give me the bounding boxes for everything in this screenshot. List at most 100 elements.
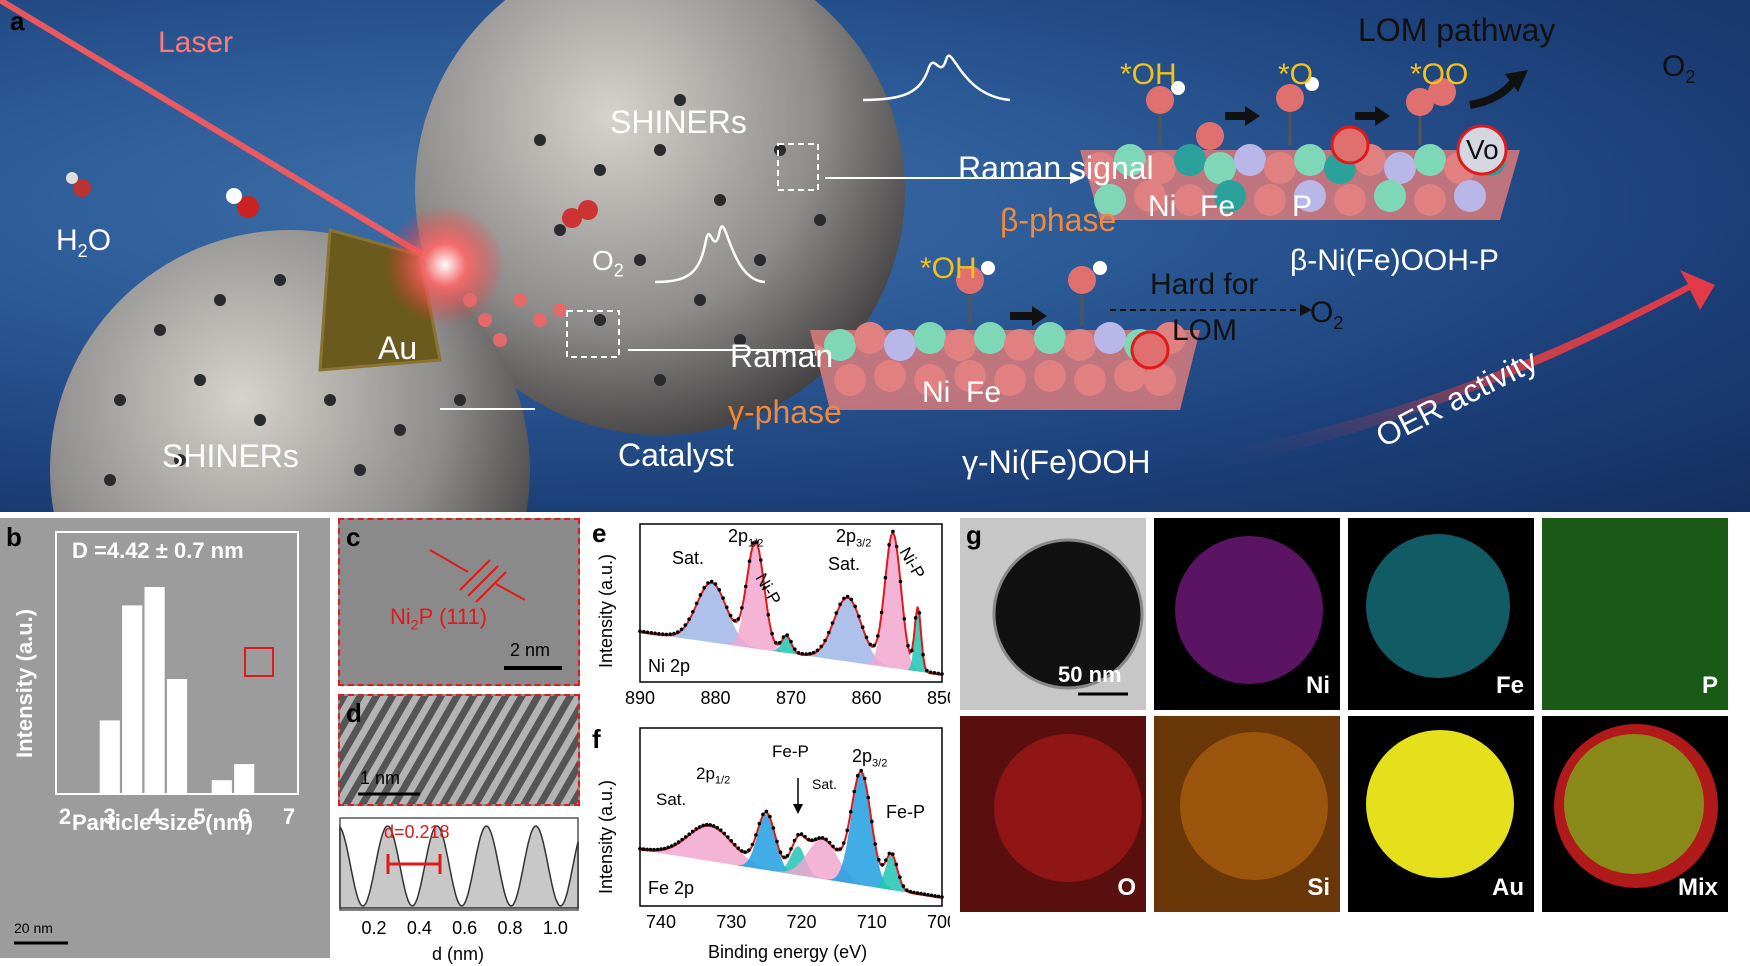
xps-datapoint (676, 630, 680, 634)
raman-beta-spectrum (862, 54, 1011, 102)
scale-bar-g-label: 50 nm (1058, 662, 1122, 687)
xps-f-p12: 2p1/2 (696, 764, 731, 787)
tem-bright-field: g 50 nm (960, 518, 1146, 710)
xps-datapoint (827, 840, 832, 845)
nanoparticles-bottom (104, 274, 466, 486)
xps-datapoint (702, 585, 706, 590)
xps-datapoint (800, 652, 805, 656)
xps-datapoint (747, 559, 752, 563)
xps-datapoint (652, 847, 656, 852)
au-label: Au (378, 330, 418, 366)
gamma-catalyst-slab (810, 261, 1312, 410)
xps-datapoint (638, 629, 642, 633)
panel-b-tem-image: b 2 3 4 5 6 7 D =4.42 ± 0.7 nm Intensity (a.u… (0, 518, 330, 958)
xps-datapoint (713, 582, 718, 586)
histogram-xtick: 7 (283, 804, 295, 829)
xps-datapoint (913, 616, 918, 620)
xps-datapoint (725, 605, 729, 610)
panel-d-label: d (346, 698, 362, 728)
xps-datapoint (683, 835, 688, 839)
xps-datapoint (910, 648, 914, 653)
xps-f-ylabel: Intensity (a.u.) (596, 779, 616, 894)
xps-datapoint (751, 541, 756, 545)
eds-label-au: Au (1492, 874, 1524, 901)
gamma-fe-label: Fe (966, 376, 1002, 409)
histogram-xlabel: Particle size (nm) (72, 810, 253, 835)
xps-datapoint (859, 768, 863, 773)
xps-datapoint (701, 823, 705, 828)
xps-datapoint (873, 842, 878, 846)
histogram-bar (211, 780, 232, 794)
gamma-sampling-box (566, 310, 620, 358)
raman-signal-label: Raman signal (958, 150, 1154, 186)
gamma-ni-label: Ni (922, 376, 951, 409)
xps-xtick: 860 (851, 688, 881, 708)
xps-datapoint (715, 825, 720, 830)
eds-map-p: P (1542, 518, 1728, 710)
xps-datapoint (673, 842, 677, 847)
xps-xtick: 870 (776, 688, 806, 708)
panel-c-label: c (346, 522, 361, 552)
xps-f-element: Fe 2p (648, 878, 695, 898)
xps-datapoint (919, 891, 923, 896)
xps-f-components (640, 773, 942, 898)
xps-e-element: Ni 2p (648, 656, 691, 676)
xps-xtick: 710 (857, 912, 887, 932)
xps-datapoint (785, 853, 790, 858)
xps-datapoint (905, 888, 909, 892)
xps-datapoint (709, 579, 714, 584)
xps-datapoint (662, 846, 667, 851)
xps-datapoint (933, 894, 937, 898)
eds-label-mix: Mix (1677, 874, 1718, 901)
xps-datapoint (932, 671, 937, 675)
xps-xtick: 740 (646, 912, 676, 932)
xps-datapoint (766, 613, 771, 617)
xps-datapoint (740, 849, 744, 853)
xps-datapoint (789, 639, 793, 644)
panel-b-label: b (6, 522, 22, 552)
lattice-plane-label: Ni2P (111) (390, 604, 488, 633)
laser-beam (0, 0, 442, 268)
xps-datapoint (655, 847, 660, 852)
xps-datapoint (722, 831, 727, 836)
xps-datapoint (817, 836, 821, 840)
xps-datapoint (669, 844, 674, 848)
xps-datapoint (887, 851, 892, 856)
eds-label-p: P (1701, 672, 1718, 699)
xps-xtick: 890 (625, 688, 655, 708)
xps-e-components (640, 532, 942, 675)
xps-spectra: 890 880 870 860 850 740 730 720 710 700 (625, 523, 950, 932)
adsorbate-oh-top: *OH (1120, 58, 1177, 91)
panel-g-eds-maps: g 50 nm Ni Fe P O Si Au Mix (960, 518, 1750, 966)
xps-datapoint (648, 847, 653, 852)
xps-datapoint (679, 627, 684, 632)
scale-bar-d-label: 1 nm (360, 768, 401, 788)
lom-pathway-title: LOM pathway (1358, 12, 1556, 48)
xps-datapoint (926, 893, 930, 897)
xps-datapoint (819, 644, 823, 649)
xps-datapoint (759, 558, 763, 562)
eds-map-o: O (960, 716, 1146, 912)
xps-datapoint (719, 828, 723, 832)
xps-datapoint (782, 855, 786, 860)
xps-datapoint (806, 837, 811, 842)
xps-component (640, 773, 942, 898)
xps-datapoint (666, 845, 670, 850)
xps-datapoint (936, 671, 940, 676)
xps-f-xticks: 740 730 720 710 700 (646, 912, 950, 932)
xps-datapoint (645, 630, 650, 635)
xps-datapoint (815, 648, 820, 653)
xps-datapoint (785, 633, 789, 637)
xps-xtick: 730 (716, 912, 746, 932)
xps-datapoint (728, 613, 733, 618)
histogram-bars (99, 587, 255, 794)
beta-phase-name: β-Ni(Fe)OOH-P (1290, 244, 1499, 277)
xps-component (640, 582, 942, 675)
xps-datapoint (733, 842, 737, 847)
xps-datapoint (862, 776, 867, 781)
xps-datapoint (901, 884, 906, 888)
xps-datapoint (747, 848, 751, 852)
xps-datapoint (928, 670, 933, 675)
o2-mid-label: O2 (592, 245, 624, 281)
xps-component (640, 607, 942, 675)
